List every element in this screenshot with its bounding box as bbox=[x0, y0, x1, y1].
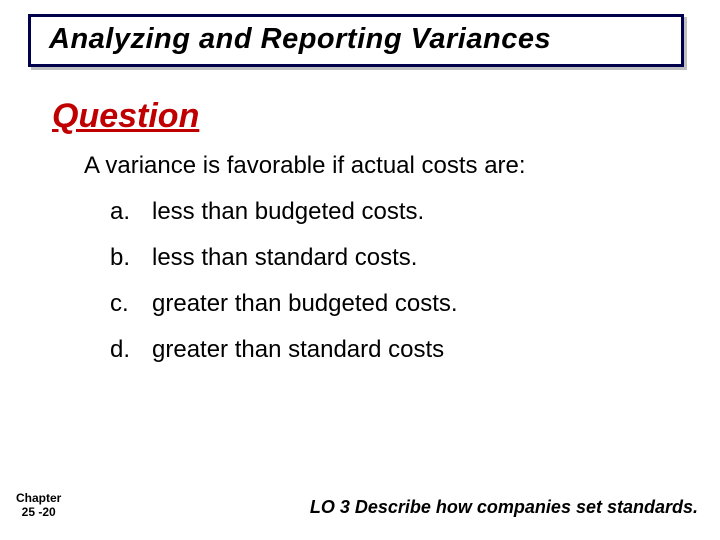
footer-learning-objective: LO 3 Describe how companies set standard… bbox=[310, 497, 698, 518]
option-letter: d. bbox=[110, 336, 152, 364]
option-text: greater than standard costs bbox=[152, 336, 444, 364]
question-heading: Question bbox=[52, 97, 698, 136]
option-text: less than budgeted costs. bbox=[152, 198, 424, 226]
option-letter: a. bbox=[110, 198, 152, 226]
option-text: less than standard costs. bbox=[152, 244, 417, 272]
footer-chapter-line1: Chapter bbox=[16, 492, 61, 506]
option-text: greater than budgeted costs. bbox=[152, 290, 458, 318]
option-a: a. less than budgeted costs. bbox=[110, 198, 698, 226]
option-letter: c. bbox=[110, 290, 152, 318]
option-d: d. greater than standard costs bbox=[110, 336, 698, 364]
options-list: a. less than budgeted costs. b. less tha… bbox=[110, 198, 698, 364]
title-box: Analyzing and Reporting Variances bbox=[28, 14, 684, 67]
slide-title: Analyzing and Reporting Variances bbox=[49, 23, 669, 56]
option-letter: b. bbox=[110, 244, 152, 272]
footer-chapter-line2: 25 -20 bbox=[16, 506, 61, 520]
slide: Analyzing and Reporting Variances Questi… bbox=[0, 0, 720, 540]
option-c: c. greater than budgeted costs. bbox=[110, 290, 698, 318]
option-b: b. less than standard costs. bbox=[110, 244, 698, 272]
footer-chapter: Chapter 25 -20 bbox=[16, 492, 61, 520]
question-text: A variance is favorable if actual costs … bbox=[84, 152, 698, 180]
